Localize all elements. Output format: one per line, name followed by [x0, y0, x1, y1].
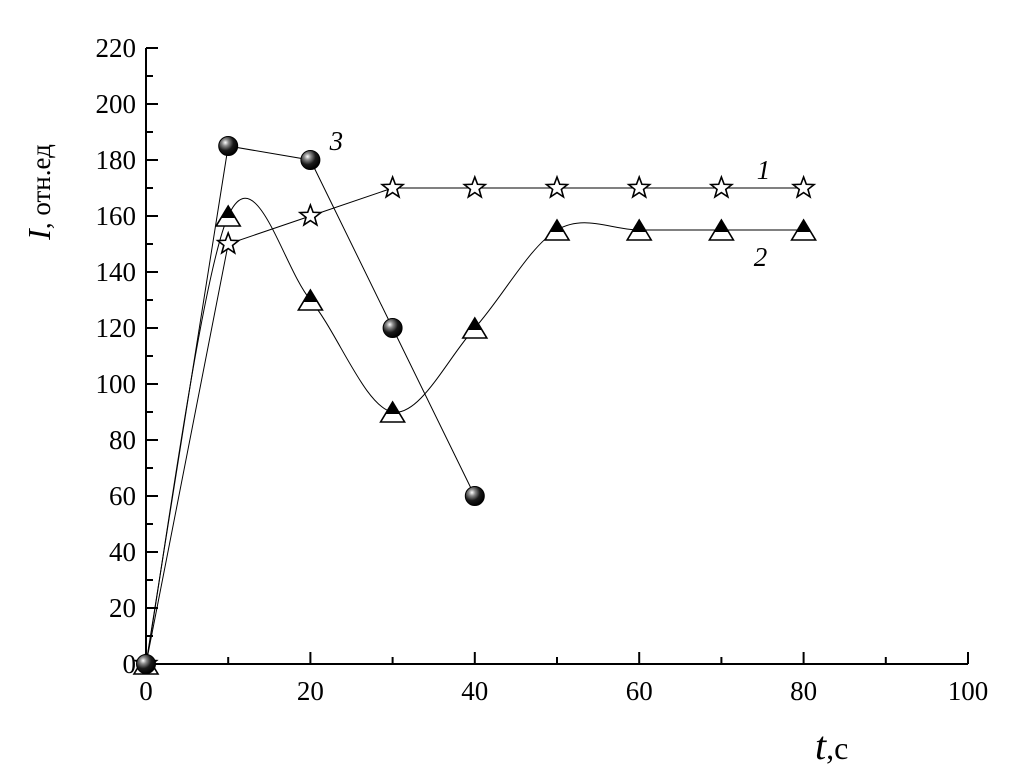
- triangle-marker-outline: [214, 204, 242, 227]
- x-axis-symbol: t: [815, 723, 827, 768]
- triangle-marker-upper: [385, 402, 400, 414]
- triangle-marker-lower: [791, 232, 816, 240]
- sphere-marker: [300, 150, 321, 170]
- star-marker: [626, 174, 652, 199]
- triangle-marker-outline: [625, 218, 653, 241]
- series-label-1: 1: [757, 155, 771, 185]
- y-axis-symbol: I: [21, 228, 57, 241]
- series-labels: 1 2 3: [329, 126, 771, 272]
- y-tick-label: 220: [96, 33, 137, 63]
- y-tick-label: 200: [96, 89, 137, 119]
- x-tick-label: 80: [790, 676, 817, 706]
- triangle-marker: [296, 288, 324, 311]
- triangle-marker-upper: [549, 220, 565, 232]
- series-line-2: [145, 197, 804, 665]
- triangle-marker: [214, 204, 242, 227]
- y-tick-label: 80: [109, 425, 136, 455]
- y-tick-label: 20: [109, 593, 136, 623]
- triangle-marker-lower: [298, 302, 323, 310]
- series-line-1: [145, 187, 804, 665]
- triangle-marker-outline: [461, 316, 489, 339]
- x-axis-title: t,с: [815, 723, 848, 768]
- triangle-marker-outline: [707, 218, 735, 241]
- triangle-marker-lower: [462, 330, 487, 338]
- triangle-marker-lower: [216, 218, 241, 226]
- triangle-marker-outline: [296, 288, 324, 311]
- y-tick-label: 40: [109, 537, 136, 567]
- triangle-marker: [790, 218, 818, 241]
- triangle-marker: [379, 400, 407, 423]
- star-marker: [790, 174, 817, 199]
- series-label-2: 2: [754, 242, 768, 272]
- y-tick-label: 100: [96, 369, 137, 399]
- sphere-marker: [136, 654, 156, 674]
- y-tick-label: 0: [123, 649, 137, 679]
- triangle-marker-outline: [543, 218, 571, 241]
- star-marker: [215, 230, 241, 255]
- y-tick-label: 120: [96, 313, 137, 343]
- series-markers: [132, 136, 818, 675]
- y-tick-label: 160: [96, 201, 137, 231]
- x-axis-unit: ,с: [826, 730, 848, 766]
- star-marker: [708, 174, 735, 199]
- triangle-marker-upper: [303, 290, 318, 302]
- star-marker: [462, 174, 488, 199]
- triangle-marker-upper: [221, 206, 236, 218]
- triangle-marker: [625, 218, 653, 241]
- axes: 0 20 40 60 80 100 0 20 40 60 80 100 120 140 160 180 200 2…: [96, 33, 989, 706]
- triangle-marker: [461, 316, 489, 339]
- star-marker: [297, 202, 324, 227]
- sphere-marker: [464, 486, 485, 506]
- sphere-marker: [218, 136, 239, 156]
- triangle-marker-upper: [714, 220, 729, 232]
- triangle-marker-lower: [709, 232, 734, 240]
- triangle-marker-upper: [796, 220, 811, 232]
- triangle-marker-lower: [627, 232, 652, 240]
- triangle-marker-lower: [380, 414, 405, 422]
- triangle-marker-lower: [545, 232, 569, 240]
- triangle-marker: [707, 218, 735, 241]
- x-tick-label: 40: [461, 676, 488, 706]
- star-marker: [544, 174, 570, 199]
- triangle-marker-upper: [632, 220, 647, 232]
- series-line-3: [145, 145, 476, 665]
- x-tick-label: 100: [948, 676, 989, 706]
- triangle-marker-outline: [379, 400, 407, 423]
- y-axis-unit: , отн.ед: [26, 144, 56, 229]
- triangle-marker-outline: [790, 218, 818, 241]
- y-tick-label: 60: [109, 481, 136, 511]
- series-lines: [145, 145, 804, 665]
- triangle-marker: [543, 218, 571, 241]
- y-axis-title: I, отн.ед: [21, 144, 57, 241]
- x-tick-label: 60: [626, 676, 653, 706]
- series-label-3: 3: [329, 126, 344, 156]
- triangle-marker-upper: [467, 318, 482, 330]
- y-tick-label: 140: [96, 257, 137, 287]
- y-tick-label: 180: [96, 145, 137, 175]
- x-tick-label: 0: [139, 676, 153, 706]
- sphere-marker: [382, 318, 403, 338]
- x-tick-label: 20: [297, 676, 324, 706]
- star-marker: [379, 174, 406, 199]
